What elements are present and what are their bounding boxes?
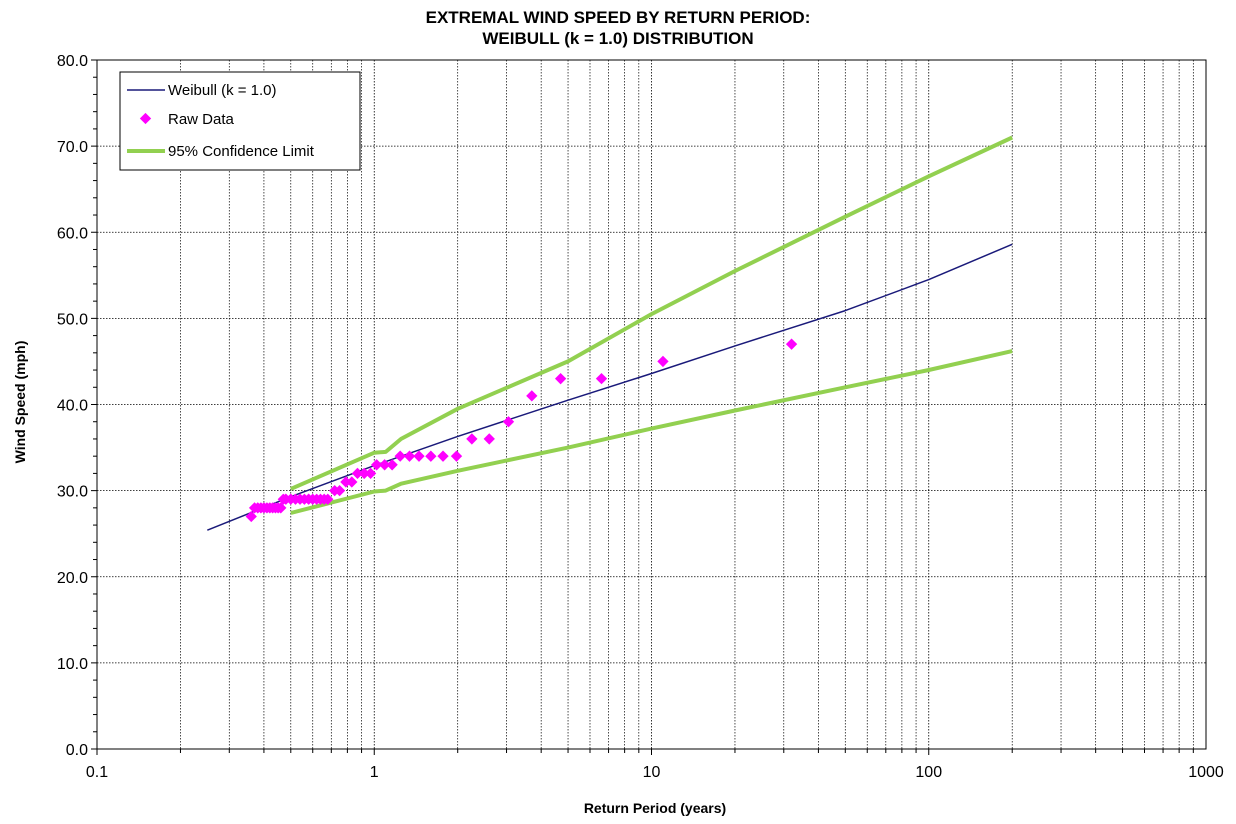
confidence-upper-line (290, 135, 1014, 491)
x-tick-label: 1000 (1188, 764, 1224, 781)
raw-data-point (370, 459, 383, 471)
confidence-limit-series (290, 135, 1014, 515)
y-tick-label: 60.0 (57, 225, 88, 242)
raw-data-point (450, 450, 463, 462)
y-tick-label: 80.0 (57, 53, 88, 70)
raw-data-point (595, 372, 608, 385)
raw-data-point (483, 433, 495, 445)
y-tick-label: 20.0 (57, 570, 88, 587)
y-tick-label: 10.0 (57, 656, 88, 673)
y-tick-label: 70.0 (57, 139, 88, 156)
raw-data-point (413, 450, 425, 462)
x-tick-label: 10 (643, 764, 661, 781)
x-axis-label: Return Period (years) (584, 800, 726, 816)
x-tick-label: 1 (370, 764, 379, 781)
raw-data-point (437, 450, 449, 462)
weibull-series (207, 243, 1013, 531)
legend-raw-label: Raw Data (168, 111, 235, 128)
raw-data-point (554, 373, 567, 385)
y-tick-label: 0.0 (66, 742, 88, 759)
legend: Weibull (k = 1.0) Raw Data 95% Confidenc… (119, 71, 361, 171)
chart-title-line1: EXTREMAL WIND SPEED BY RETURN PERIOD: (426, 8, 811, 27)
weibull-line (207, 243, 1013, 531)
y-tick-labels: 0.0 10.0 20.0 30.0 40.0 50.0 60.0 70.0 80.0 (57, 53, 88, 759)
raw-data-point (358, 467, 370, 480)
raw-data-point (364, 467, 377, 480)
y-axis-label: Wind Speed (mph) (12, 341, 28, 464)
legend-box (119, 71, 361, 171)
raw-data-point (403, 450, 416, 462)
minor-gridlines (180, 60, 1194, 749)
raw-data-point (657, 355, 669, 368)
axis-ticks (91, 59, 1194, 755)
chart-title-line2: WEIBULL (k = 1.0) DISTRIBUTION (482, 29, 753, 48)
raw-data-point (425, 450, 437, 462)
x-tick-label: 0.1 (86, 764, 108, 781)
confidence-lower-line (290, 349, 1013, 515)
raw-data-point (333, 484, 346, 497)
legend-confidence-label: 95% Confidence Limit (168, 143, 315, 160)
raw-data-point (502, 416, 515, 428)
raw-data-point (386, 459, 398, 471)
plot-area (96, 59, 1207, 750)
raw-data-point (346, 476, 358, 488)
raw-data-point (785, 338, 798, 350)
legend-weibull-label: Weibull (k = 1.0) (168, 82, 277, 99)
raw-data-point (378, 459, 391, 471)
raw-data-point (351, 467, 364, 480)
raw-data-point (275, 502, 287, 514)
raw-data-series (245, 338, 798, 523)
raw-data-point (394, 450, 406, 462)
raw-data-point (526, 390, 538, 402)
raw-data-point (466, 433, 478, 445)
x-tick-label: 100 (915, 764, 942, 781)
y-tick-label: 50.0 (57, 311, 88, 328)
x-tick-labels: 0.1 1 10 100 1000 (86, 764, 1224, 781)
y-tick-label: 40.0 (57, 398, 88, 415)
y-tick-label: 30.0 (57, 484, 88, 501)
